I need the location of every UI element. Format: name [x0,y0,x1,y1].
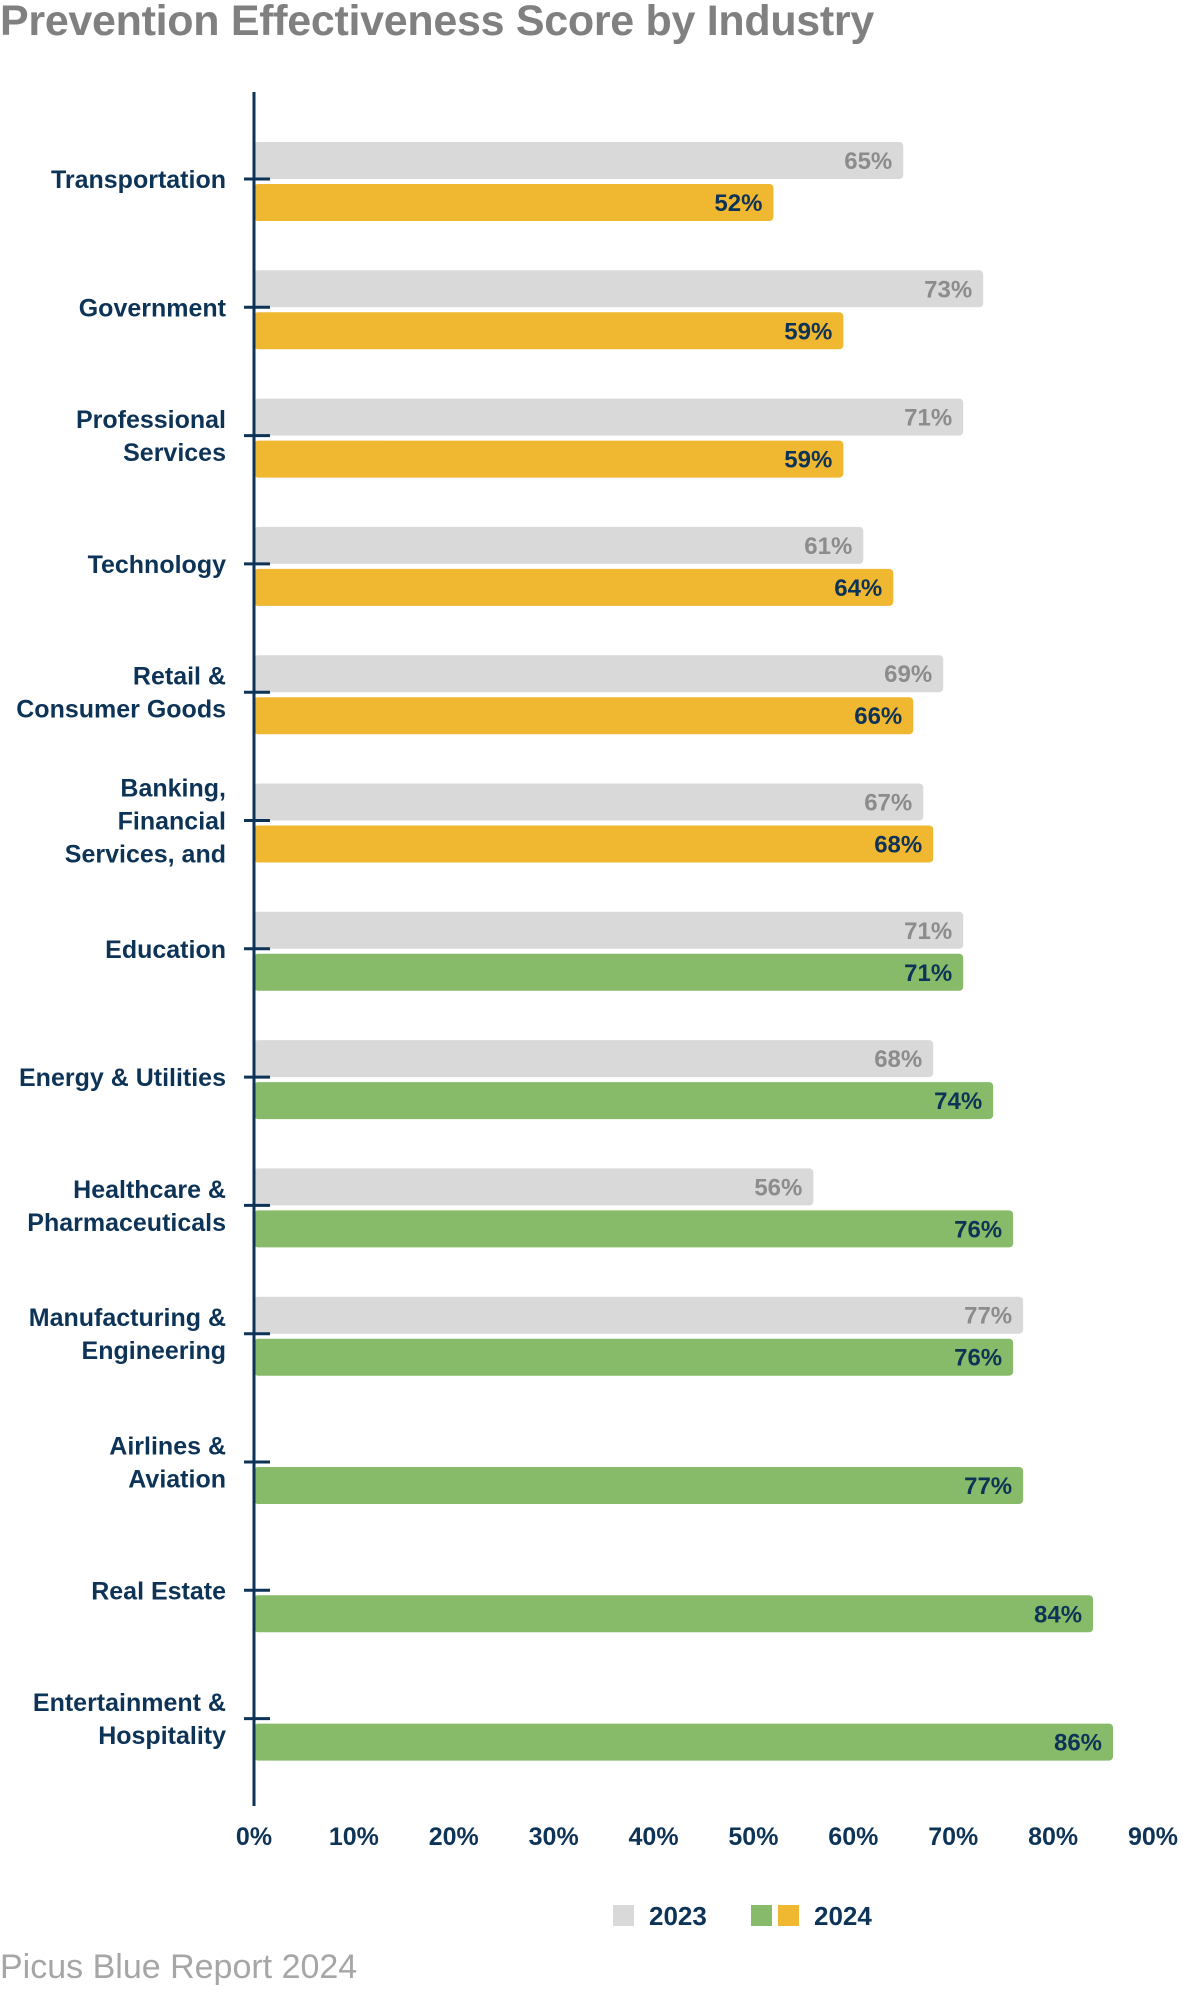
x-tick-label: 30% [529,1823,579,1851]
x-tick-label: 0% [236,1823,272,1851]
data-label-2024: 59% [784,318,832,345]
bar-2023 [254,911,964,949]
data-label-2024: 68% [874,832,922,859]
bar-2024 [254,1595,1094,1633]
bar-2023 [254,1296,1024,1334]
data-label-2024: 84% [1034,1601,1082,1628]
bar-2023 [254,398,964,436]
category-label: Retail & Consumer Goods [16,663,226,724]
category-label: Entertainment & Hospitality [33,1689,226,1750]
x-tick-label: 10% [329,1823,379,1851]
data-label-2024: 66% [854,703,902,730]
x-tick-label: 40% [629,1823,679,1851]
legend-label-2024: 2024 [814,1901,872,1931]
x-tick-label: 20% [429,1823,479,1851]
bar-2024 [254,697,914,735]
category-label: Government [79,294,227,322]
footer-source: Picus Blue Report 2024 [0,1948,358,1986]
category-label: Healthcare & Pharmaceuticals [27,1176,226,1237]
data-label-2024: 76% [954,1216,1002,1243]
data-label-2023: 68% [874,1046,922,1073]
category-label: Airlines & Aviation [109,1433,226,1494]
category-label: Transportation [51,166,226,194]
bar-2023 [254,655,944,693]
data-label-2023: 69% [884,661,932,688]
bar-2024 [254,1210,1014,1248]
category-label: Energy & Utilities [19,1064,226,1092]
data-label-2023: 65% [844,148,892,175]
category-label: Professional Services [76,406,226,467]
bar-2024 [254,1723,1114,1761]
bar-2023 [254,270,984,308]
legend-label-2023: 2023 [649,1901,707,1931]
bar-2024 [254,1467,1024,1504]
bar-2024 [254,1338,1014,1376]
bar-2024 [254,440,844,478]
bar-2024 [254,184,774,221]
chart-title: Prevention Effectiveness Score by Indust… [0,0,874,45]
legend-swatch-2024-yellow [778,1905,799,1926]
data-label-2024: 86% [1054,1730,1102,1757]
category-label: Real Estate [91,1577,226,1605]
data-label-2024: 59% [784,447,832,474]
category-label: Manufacturing & Engineering [29,1304,226,1365]
data-label-2023: 73% [924,276,972,303]
x-tick-label: 60% [828,1823,878,1851]
bar-2024 [254,825,934,863]
data-label-2024: 77% [964,1473,1012,1500]
data-label-2023: 71% [904,405,952,432]
bar-2023 [254,783,924,821]
data-label-2023: 67% [864,790,912,817]
data-label-2024: 76% [954,1345,1002,1372]
bar-2024 [254,568,894,606]
data-label-2023: 61% [804,533,852,560]
x-tick-label: 70% [928,1823,978,1851]
x-tick-label: 80% [1028,1823,1078,1851]
data-label-2023: 71% [904,918,952,945]
x-tick-label: 50% [728,1823,778,1851]
legend-swatch-2024-green [751,1905,772,1926]
bar-2024 [254,312,844,350]
category-label: Banking, Financial Services, and [65,775,226,869]
x-tick-label: 90% [1128,1823,1178,1851]
data-label-2024: 64% [834,575,882,602]
bar-2024 [254,1082,994,1120]
category-label: Technology [88,551,227,579]
bar-2023 [254,1040,934,1078]
bar-2023 [254,142,904,179]
legend-swatch-2023 [613,1905,634,1926]
data-label-2024: 74% [934,1088,982,1115]
bar-2023 [254,1168,814,1206]
data-label-2023: 77% [964,1303,1012,1330]
data-label-2023: 56% [754,1174,802,1201]
data-label-2024: 52% [714,190,762,217]
category-label: Education [105,936,226,964]
bar-2023 [254,526,864,564]
bar-2024 [254,953,964,991]
data-label-2024: 71% [904,960,952,987]
